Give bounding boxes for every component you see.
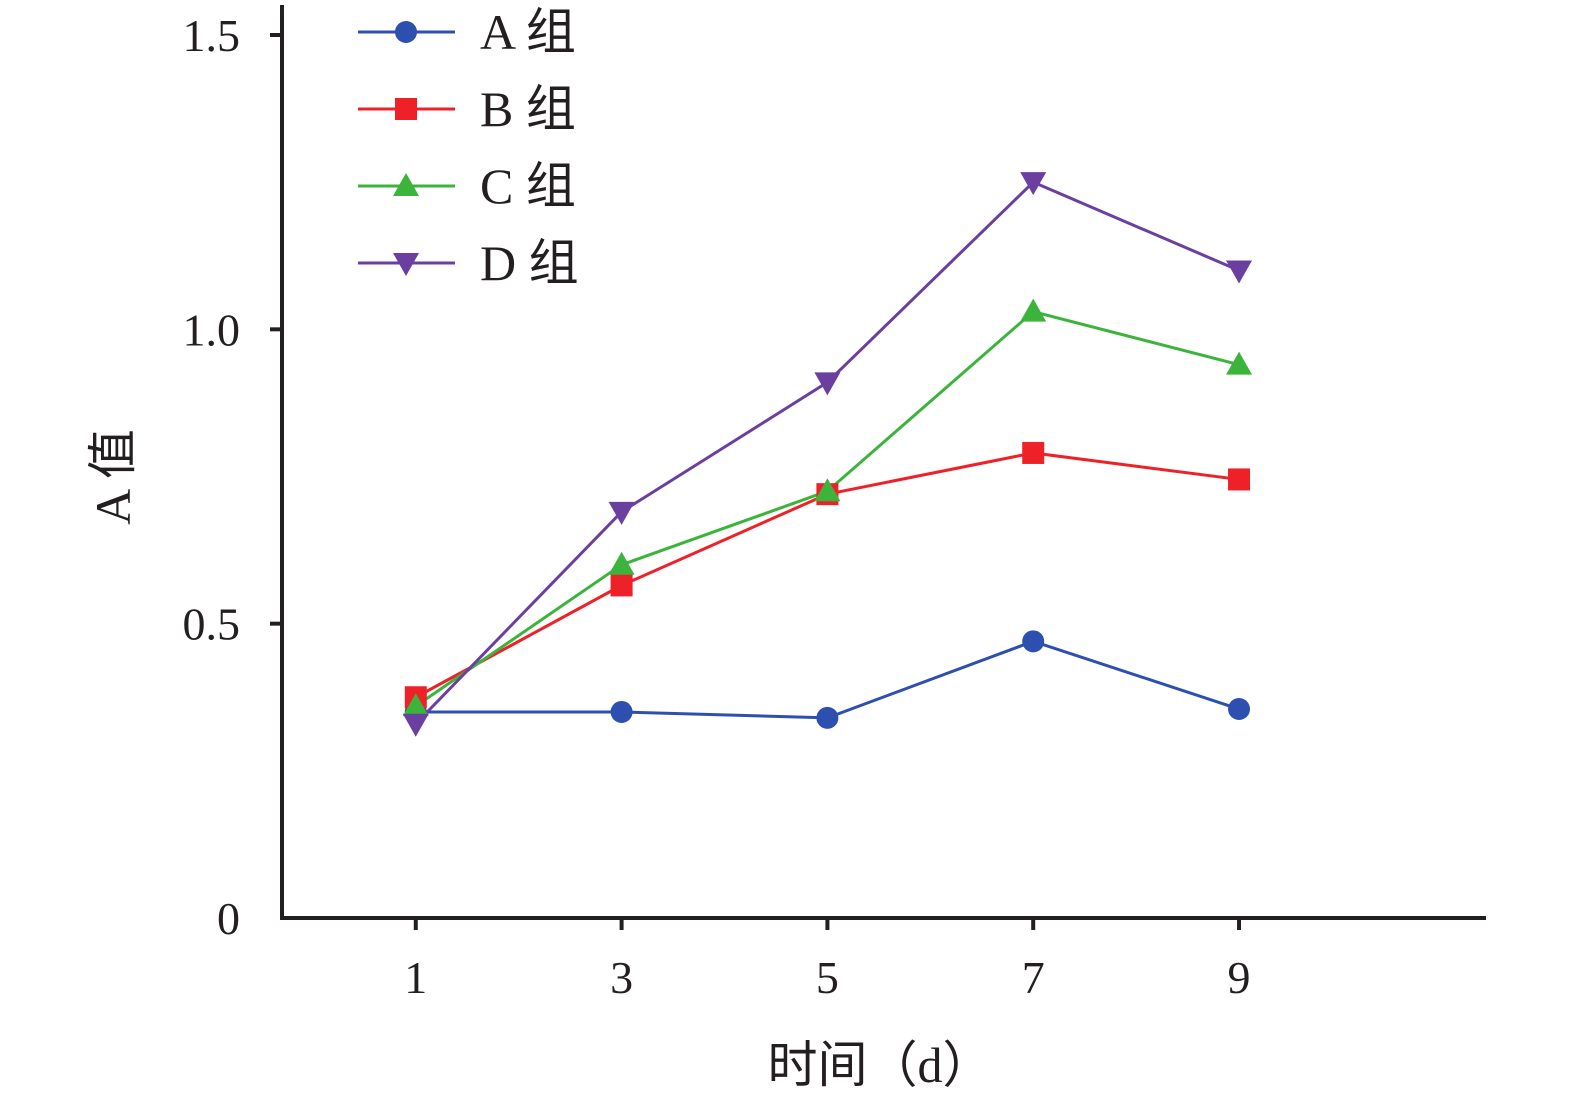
- data-point-series-3: [814, 478, 841, 502]
- legend-marker: [393, 173, 419, 196]
- x-axis-title: 时间（d）: [768, 1037, 993, 1093]
- data-point-series-4: [1226, 260, 1253, 284]
- data-point-series-1: [1228, 698, 1251, 721]
- x-tick-label: 7: [1022, 952, 1045, 1003]
- x-tick-label: 3: [610, 952, 633, 1003]
- x-tick-label: 5: [816, 952, 839, 1003]
- legend-marker: [395, 21, 417, 43]
- data-point-series-4: [402, 713, 429, 737]
- data-point-series-3: [402, 693, 429, 717]
- legend-label: C 组: [480, 158, 576, 214]
- data-point-series-4: [814, 372, 841, 396]
- data-point-series-3: [1020, 298, 1047, 322]
- y-axis-title: A 值: [85, 429, 141, 525]
- data-point-series-1: [816, 706, 839, 729]
- legend-marker: [395, 98, 417, 120]
- y-ticks: 0 0.5 1.0 1.5: [183, 10, 282, 944]
- series-line-1: [415, 639, 1240, 720]
- axes: [280, 5, 1486, 920]
- y-tick-label: 1.5: [183, 10, 241, 61]
- data-point-series-4: [1020, 172, 1047, 196]
- y-tick-label: 1.0: [183, 304, 241, 355]
- data-point-series-2: [610, 574, 633, 597]
- y-tick-label: 0.5: [183, 599, 241, 650]
- x-tick-label: 1: [404, 952, 427, 1003]
- x-ticks: 1 3 5 7 9: [404, 918, 1251, 1003]
- data-point-series-1: [1022, 630, 1045, 653]
- x-tick-label: 9: [1228, 952, 1251, 1003]
- legend: A 组 B 组 C 组 D 组: [358, 4, 579, 291]
- y-tick-label: 0: [217, 893, 240, 944]
- data-point-series-3: [608, 551, 635, 575]
- series-line-3: [414, 310, 1240, 708]
- data-point-series-3: [1226, 351, 1253, 375]
- legend-label: A 组: [480, 4, 576, 60]
- data-point-series-2: [1022, 441, 1045, 464]
- legend-label: B 组: [480, 81, 576, 137]
- legend-label: D 组: [480, 235, 579, 291]
- legend-marker: [393, 253, 419, 276]
- series-markers: [402, 172, 1253, 737]
- data-point-series-4: [608, 501, 635, 525]
- data-point-series-2: [1228, 468, 1251, 491]
- data-point-series-1: [610, 700, 633, 723]
